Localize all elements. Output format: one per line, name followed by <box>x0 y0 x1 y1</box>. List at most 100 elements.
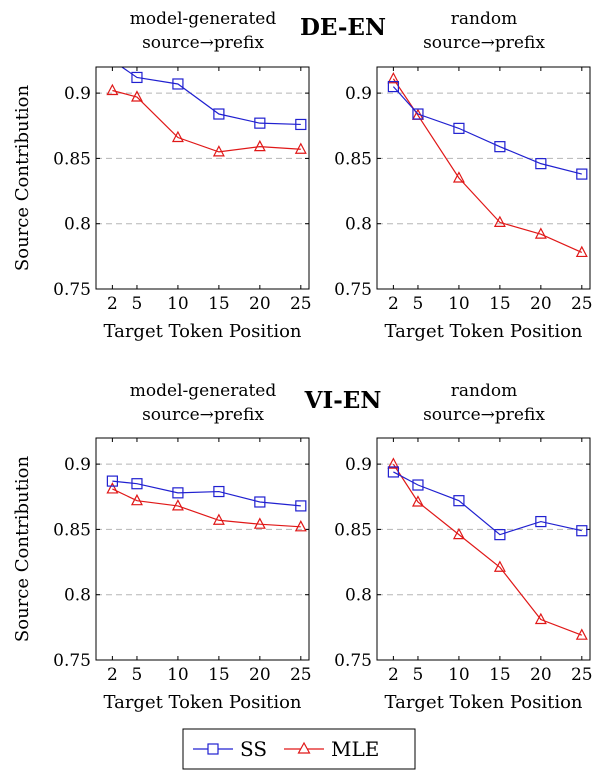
y-tick-label: 0.85 <box>53 520 91 540</box>
data-point-ss <box>453 495 465 507</box>
data-point-ss <box>494 141 506 153</box>
data-point-ss <box>387 466 399 478</box>
data-point-mle <box>294 520 307 532</box>
legend-mle-marker <box>297 741 311 754</box>
x-tick-label: 5 <box>413 665 424 685</box>
x-axis-label: Target Token Position <box>103 692 301 713</box>
plot-area <box>387 457 588 640</box>
data-point-ss <box>106 475 118 487</box>
data-point-mle <box>575 245 588 258</box>
panel-subtitle-line1: model-generated <box>130 9 277 29</box>
data-point-ss <box>131 478 143 490</box>
chart-panel: 0.75 0.8 0.85 0.9 2 5 10 15 20 25 Target Token Pos… <box>12 437 312 713</box>
data-point-mle <box>534 612 547 625</box>
y-tick-label: 0.75 <box>334 651 372 671</box>
data-point-mle <box>253 517 266 529</box>
legend-ss-marker <box>207 743 219 755</box>
x-tick-label: 15 <box>489 294 511 314</box>
x-tick-label: 10 <box>448 294 470 314</box>
data-point-ss <box>412 108 424 120</box>
data-point-ss <box>131 71 143 84</box>
data-point-mle <box>493 215 506 227</box>
x-axis-label: Target Token Position <box>103 321 301 342</box>
x-tick-label: 20 <box>249 665 271 685</box>
series-line-ss <box>392 86 582 175</box>
data-point-ss <box>295 118 307 131</box>
x-tick-label: 25 <box>290 294 312 314</box>
data-point-mle <box>171 499 184 511</box>
x-axis-label: Target Token Position <box>384 321 582 342</box>
data-point-ss <box>172 78 184 90</box>
y-tick-label: 0.8 <box>64 215 91 235</box>
data-point-ss <box>387 80 399 93</box>
y-tick-label: 0.75 <box>53 280 91 300</box>
panel-subtitle-line2: source→prefix <box>423 33 545 53</box>
panel-subtitle-line2: source→prefix <box>142 33 264 53</box>
plot-area <box>106 55 307 157</box>
data-point-ss <box>172 487 184 499</box>
legend-ss-label: SS <box>240 737 267 761</box>
series-line-ss <box>112 480 301 507</box>
x-tick-label: 25 <box>571 665 593 685</box>
y-tick-label: 0.8 <box>345 586 372 606</box>
x-tick-label: 15 <box>208 294 230 314</box>
data-point-mle <box>411 495 424 507</box>
series-line-mle <box>112 488 301 528</box>
x-tick-label: 20 <box>249 294 271 314</box>
data-point-ss <box>295 500 307 512</box>
panel-subtitle-line1: random <box>451 381 517 401</box>
plot-frame <box>95 66 310 290</box>
x-axis-label: Target Token Position <box>384 692 582 713</box>
series-line-mle <box>392 463 583 636</box>
x-tick-label: 25 <box>290 665 312 685</box>
data-point-mle <box>387 71 400 84</box>
x-tick-label: 2 <box>107 665 118 685</box>
y-tick-label: 0.75 <box>53 651 91 671</box>
data-point-mle <box>171 130 184 143</box>
x-tick-label: 5 <box>132 294 143 314</box>
data-point-ss <box>107 55 117 65</box>
series-line-ss <box>120 67 301 126</box>
data-point-mle <box>212 145 225 157</box>
data-point-mle <box>493 560 506 572</box>
data-point-mle <box>452 527 465 540</box>
chart-panel: 0.75 0.8 0.85 0.9 2 5 10 15 20 25 Target Token Pos… <box>334 437 593 713</box>
chart-panel: 0.75 0.8 0.85 0.9 2 5 10 15 20 25 Target Token Pos… <box>12 55 312 342</box>
x-tick-label: 20 <box>530 665 552 685</box>
section-title: VI-EN <box>304 387 382 414</box>
y-tick-label: 0.85 <box>334 520 372 540</box>
panel-subtitle-line2: source→prefix <box>423 405 545 425</box>
x-tick-label: 5 <box>132 665 143 685</box>
y-tick-label: 0.9 <box>345 455 372 475</box>
y-tick-label: 0.8 <box>345 215 372 235</box>
panel-subtitle-line2: source→prefix <box>142 405 264 425</box>
data-point-mle <box>130 90 143 102</box>
x-tick-label: 25 <box>571 294 593 314</box>
x-tick-label: 10 <box>167 294 189 314</box>
data-point-mle <box>387 457 400 469</box>
y-tick-label: 0.85 <box>334 149 372 169</box>
series-line-ss <box>393 471 582 536</box>
data-point-ss <box>576 168 588 180</box>
x-tick-label: 5 <box>413 294 424 314</box>
x-tick-label: 15 <box>208 665 230 685</box>
data-point-ss <box>535 158 547 170</box>
y-tick-label: 0.85 <box>53 149 91 169</box>
panel-subtitle-line1: random <box>451 9 517 29</box>
data-point-ss <box>453 122 465 134</box>
data-point-ss <box>254 117 266 129</box>
y-tick-label: 0.9 <box>345 84 372 104</box>
y-tick-label: 0.9 <box>64 455 91 475</box>
plot-frame <box>95 437 310 661</box>
plot-frame <box>376 437 591 661</box>
series-line-mle <box>392 78 583 253</box>
x-tick-label: 20 <box>530 294 552 314</box>
y-axis-label: Source Contribution <box>12 85 33 272</box>
chart-panel: 0.75 0.8 0.85 0.9 2 5 10 15 20 25 Target Token Pos… <box>334 66 593 342</box>
data-point-ss <box>213 108 225 120</box>
x-tick-label: 2 <box>388 665 399 685</box>
legend: SS MLE <box>182 728 416 770</box>
plot-area <box>106 475 307 532</box>
